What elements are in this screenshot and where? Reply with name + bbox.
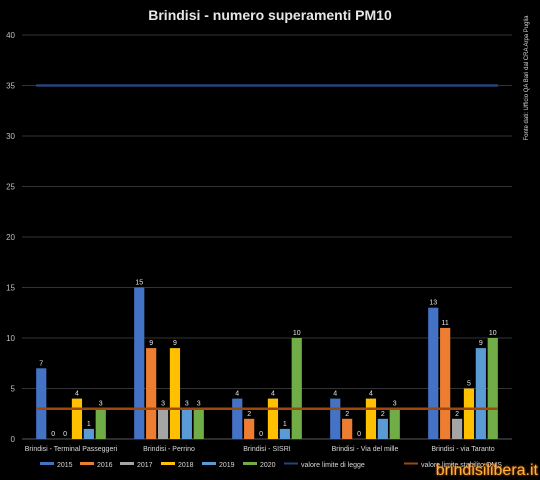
watermark: brindisilibera.it — [435, 462, 538, 479]
data-label: 4 — [235, 391, 239, 398]
legend-label: 2018 — [178, 462, 194, 469]
y-tick-label: 30 — [6, 132, 15, 141]
data-label: 0 — [259, 431, 263, 438]
legend-label: 2019 — [219, 462, 235, 469]
data-label: 0 — [51, 431, 55, 438]
category-label: Brindisi - Via del mille — [332, 446, 399, 453]
y-tick-label: 35 — [6, 82, 15, 91]
bar — [291, 338, 302, 439]
bar — [475, 348, 486, 439]
data-label: 3 — [197, 401, 201, 408]
data-label: 3 — [393, 401, 397, 408]
legend-label: valore limite di legge — [301, 462, 365, 469]
data-label: 1 — [283, 421, 287, 428]
y-tick-label: 0 — [11, 435, 16, 444]
legend-swatch — [80, 462, 94, 465]
data-label: 3 — [99, 401, 103, 408]
bar — [451, 418, 463, 439]
reference-lines — [36, 84, 498, 410]
y-tick-label: 10 — [6, 334, 15, 343]
data-label: 9 — [149, 340, 153, 347]
y-tick-label: 40 — [6, 31, 15, 40]
bar — [83, 428, 94, 439]
legend-label: 2016 — [97, 462, 113, 469]
bar — [157, 408, 169, 439]
data-label: 9 — [173, 340, 177, 347]
data-label: 4 — [333, 391, 337, 398]
legend-label: 2017 — [137, 462, 153, 469]
data-label: 5 — [467, 381, 471, 388]
bar — [36, 368, 47, 439]
data-label: 4 — [369, 391, 373, 398]
data-label: 1 — [87, 421, 91, 428]
category-labels: Brindisi - Terminal Passeggeri Brindisi -… — [25, 446, 495, 453]
bar — [389, 408, 400, 439]
data-label: 10 — [489, 330, 497, 337]
legend-swatch — [120, 462, 134, 465]
bar — [377, 418, 388, 439]
bar — [71, 398, 83, 439]
legend-swatch — [161, 462, 175, 465]
data-label: 4 — [271, 391, 275, 398]
data-label: 13 — [429, 300, 437, 307]
data-label: 9 — [479, 340, 483, 347]
bar — [365, 398, 377, 439]
bar — [463, 388, 475, 439]
data-label: 2 — [381, 411, 385, 418]
y-tick-label: 25 — [6, 183, 15, 192]
bar — [181, 408, 192, 439]
bar — [244, 418, 255, 439]
legend: 2015 2016 2017 2018 2019 2020 valore limite di… — [40, 462, 502, 469]
bar — [232, 398, 243, 439]
category-label: Brindisi - Terminal Passeggeri — [25, 446, 118, 453]
data-label: 2 — [455, 411, 459, 418]
data-label: 3 — [185, 401, 189, 408]
bar — [440, 327, 451, 439]
bar — [169, 348, 181, 439]
legend-label: 2015 — [57, 462, 73, 469]
bar — [342, 418, 353, 439]
data-label: 15 — [135, 280, 143, 287]
legend-label: 2020 — [260, 462, 276, 469]
data-label: 0 — [63, 431, 67, 438]
bar — [134, 287, 145, 439]
data-label: 2 — [345, 411, 349, 418]
legend-swatch — [40, 462, 54, 465]
legend-swatch — [243, 462, 257, 465]
data-label: 10 — [293, 330, 301, 337]
y-tick-label: 15 — [6, 284, 15, 293]
data-label: 11 — [442, 320, 449, 327]
category-label: Brindisi - SISRI — [243, 446, 291, 453]
bar — [279, 428, 290, 439]
legend-swatch — [202, 462, 216, 465]
data-label: 0 — [357, 431, 361, 438]
legend-label: valore limite stabilito OMS — [421, 462, 502, 469]
source-note: Fonte dati: Ufficio QA Bari dal CRA Arpa… — [524, 15, 530, 141]
bars — [36, 287, 498, 439]
data-label: 3 — [161, 401, 165, 408]
bar — [487, 338, 498, 439]
bar — [193, 408, 204, 439]
y-tick-label: 5 — [11, 385, 16, 394]
y-tick-label: 20 — [6, 233, 15, 242]
bar — [267, 398, 279, 439]
data-label: 2 — [247, 411, 251, 418]
bar — [95, 408, 106, 439]
category-label: Brindisi - via Taranto — [431, 446, 494, 453]
category-label: Brindisi - Perrino — [143, 446, 195, 453]
bar — [428, 307, 439, 439]
data-label: 4 — [75, 391, 79, 398]
data-label: 7 — [39, 360, 43, 367]
chart-title: Brindisi - numero superamenti PM10 — [148, 7, 392, 23]
bar — [146, 348, 157, 439]
bar — [330, 398, 341, 439]
